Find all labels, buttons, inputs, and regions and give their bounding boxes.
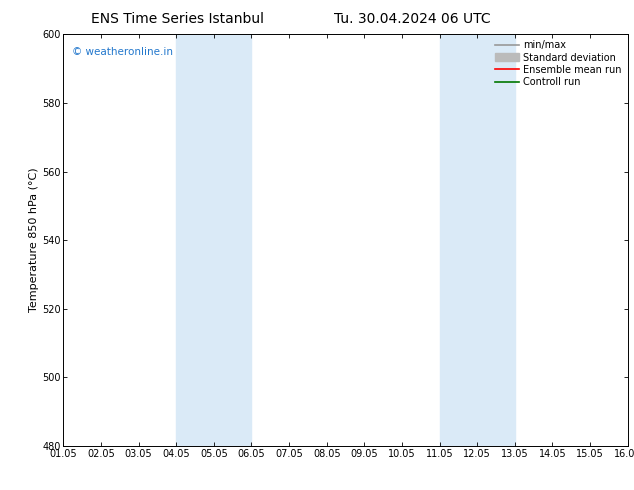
Bar <box>176 34 252 446</box>
Text: ENS Time Series Istanbul: ENS Time Series Istanbul <box>91 12 264 26</box>
Text: Tu. 30.04.2024 06 UTC: Tu. 30.04.2024 06 UTC <box>333 12 491 26</box>
Legend: min/max, Standard deviation, Ensemble mean run, Controll run: min/max, Standard deviation, Ensemble me… <box>491 36 626 91</box>
Bar <box>439 34 515 446</box>
Text: © weatheronline.in: © weatheronline.in <box>72 47 173 57</box>
Y-axis label: Temperature 850 hPa (°C): Temperature 850 hPa (°C) <box>29 168 39 313</box>
